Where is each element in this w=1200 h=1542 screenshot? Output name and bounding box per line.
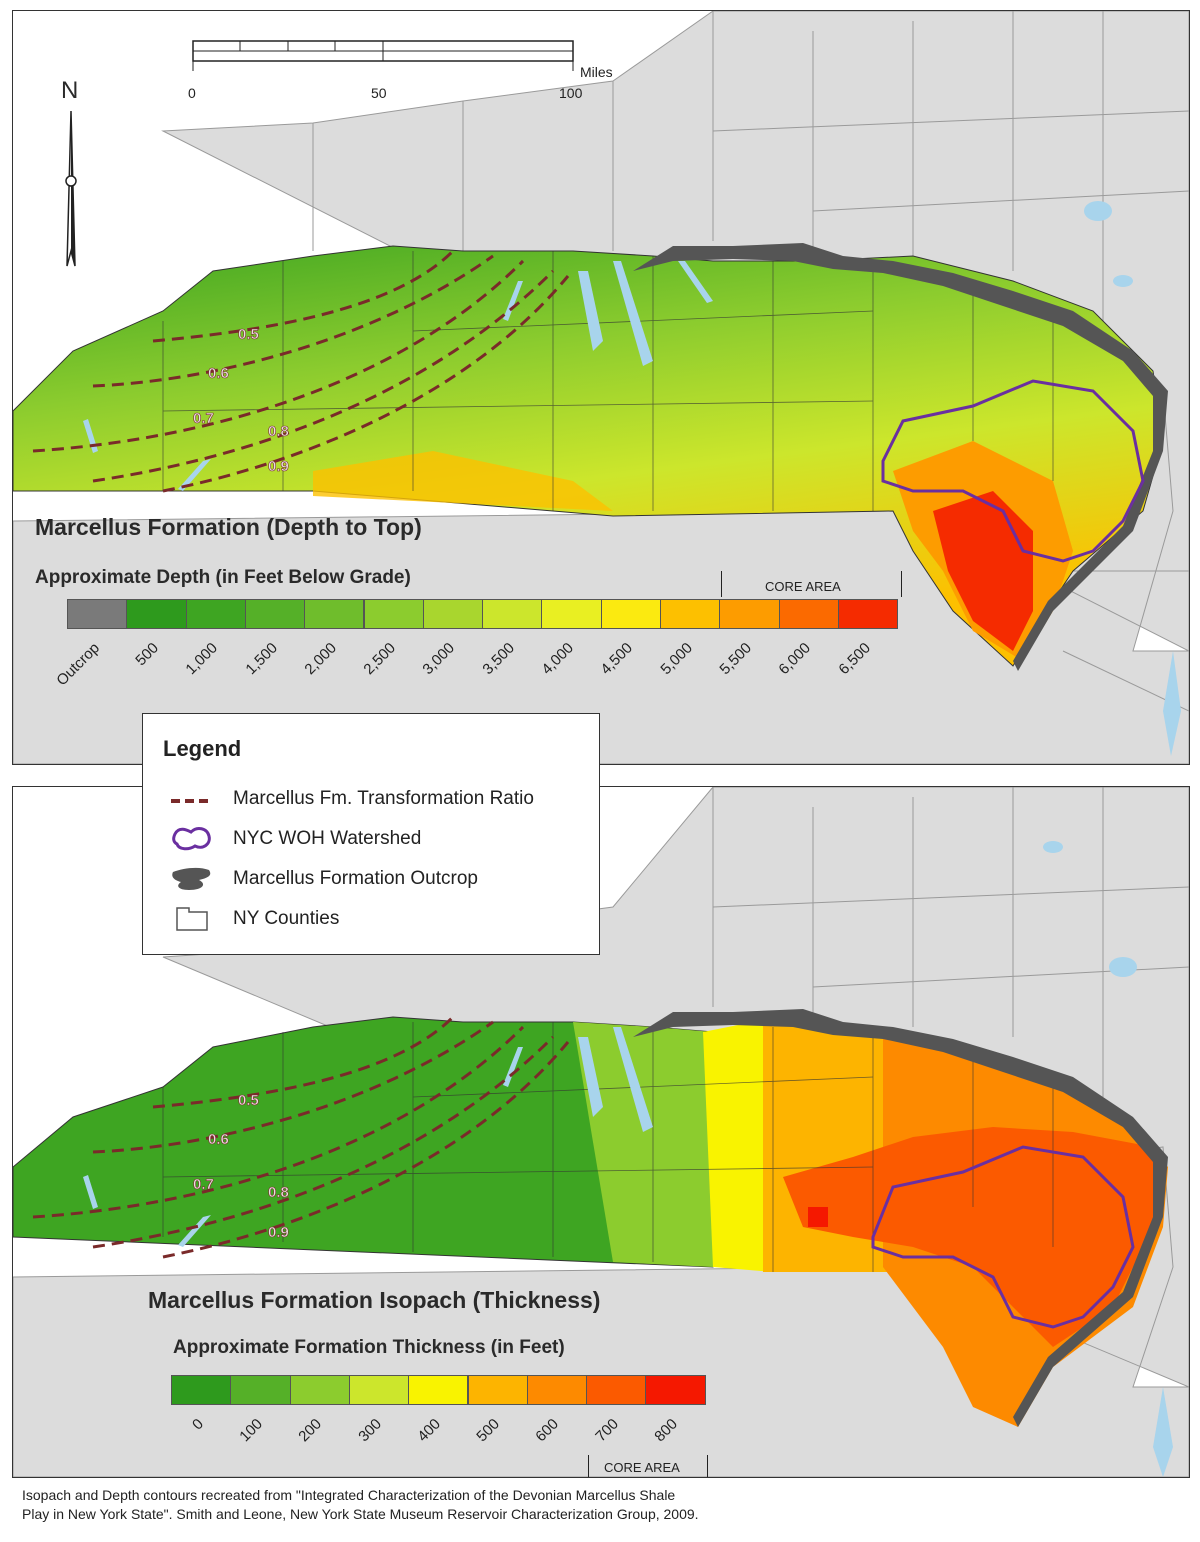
- depth-swatch: [422, 599, 484, 629]
- county-outline-icon: [176, 907, 208, 931]
- ratio-labels: 0.5 0.6 0.7 0.8 0.9: [193, 1092, 289, 1242]
- depth-swatch: [67, 599, 128, 629]
- legend-title: Legend: [163, 736, 242, 761]
- nyc-woh-watershed: [881, 379, 1145, 563]
- source-line-2: Play in New York State". Smith and Leone…: [22, 1506, 699, 1522]
- ratio-label: 0.8: [268, 423, 289, 440]
- legend-item-watershed: NYC WOH Watershed: [233, 828, 422, 849]
- core-area-bracket-right: [901, 571, 902, 597]
- land-area: [13, 11, 1189, 764]
- ratio-label: 0.7: [193, 410, 214, 427]
- isopach-map: 0.5 0.6 0.7 0.8 0.9: [13, 787, 1189, 1477]
- transformation-ratio-lines: [32, 1015, 570, 1259]
- thickness-swatch: [171, 1375, 232, 1405]
- legend-item-outcrop: Marcellus Formation Outcrop: [233, 868, 478, 889]
- source-line-1: Isopach and Depth contours recreated fro…: [22, 1487, 676, 1503]
- core-area-bracket-right: [707, 1455, 708, 1477]
- isopach-map-title: Marcellus Formation Isopach (Thickness): [148, 1287, 601, 1313]
- north-arrow-icon: [65, 110, 77, 267]
- depth-swatch: [541, 599, 602, 629]
- depth-swatch: [600, 599, 661, 629]
- depth-surface: [13, 245, 1164, 667]
- depth-swatch: [363, 599, 424, 629]
- thickness-swatch: [526, 1375, 588, 1405]
- core-area-inner: [933, 491, 1033, 651]
- thickness-band-200: [573, 1022, 713, 1267]
- thickness-swatch: [586, 1375, 647, 1405]
- thickness-swatch: [230, 1375, 291, 1405]
- isopach-map-subtitle: Approximate Formation Thickness (in Feet…: [173, 1337, 565, 1358]
- north-label: N: [61, 77, 79, 104]
- ratio-label: 0.9: [268, 1224, 289, 1241]
- source-note: Isopach and Depth contours recreated fro…: [22, 1486, 1022, 1524]
- lakes-north: [1043, 841, 1173, 1477]
- ratio-label: 0.9: [268, 458, 289, 475]
- depth-swatch: [660, 599, 721, 629]
- ratio-label: 0.6: [208, 1131, 229, 1148]
- ratio-label: 0.5: [238, 326, 259, 343]
- scale-label-100: 100: [559, 85, 583, 101]
- ratio-labels: 0.5 0.6 0.7 0.8 0.9: [193, 326, 289, 476]
- depth-map-subtitle: Approximate Depth (in Feet Below Grade): [35, 567, 411, 588]
- thickness-swatch: [289, 1375, 350, 1405]
- mid-yellow-zone: [313, 451, 613, 511]
- depth-map-panel: 0.5 0.6 0.7 0.8 0.9 0 50 100 Miles N Mar…: [12, 10, 1190, 765]
- thickness-core: [783, 1127, 1153, 1347]
- depth-swatch: [126, 599, 187, 629]
- thickness-swatch: [467, 1375, 528, 1405]
- finger-lakes: [83, 1027, 653, 1247]
- outcrop-shape-icon: [172, 867, 211, 890]
- depth-swatch: [837, 599, 899, 629]
- thickness-core-area-label: CORE AREA: [604, 1460, 680, 1475]
- ratio-label: 0.7: [193, 1176, 214, 1193]
- depth-swatch: [778, 599, 839, 629]
- ratio-label: 0.5: [238, 1092, 259, 1109]
- legend-item-counties: NY Counties: [233, 908, 340, 929]
- ratio-label: 0.6: [208, 365, 229, 382]
- depth-swatch: [482, 599, 543, 629]
- depth-map-title: Marcellus Formation (Depth to Top): [35, 514, 422, 540]
- scale-bar: [192, 40, 574, 71]
- thickness-band-400: [703, 1022, 773, 1272]
- scale-unit: Miles: [580, 64, 613, 80]
- scale-label-0: 0: [188, 85, 196, 101]
- thickness-swatch: [348, 1375, 410, 1405]
- depth-swatch: [304, 599, 365, 629]
- depth-swatch: [244, 599, 306, 629]
- watershed-outline-icon: [172, 827, 211, 851]
- depth-swatch: [185, 599, 246, 629]
- dashed-line-icon: [171, 799, 213, 803]
- thickness-swatch: [645, 1375, 706, 1405]
- lakes-north: [1084, 201, 1181, 756]
- finger-lakes: [83, 261, 713, 491]
- transformation-ratio-lines: [32, 249, 570, 493]
- depth-swatch: [719, 599, 780, 629]
- depth-core-area-label: CORE AREA: [765, 579, 841, 594]
- core-area-bracket-left: [721, 571, 722, 597]
- thickness-max: [808, 1207, 828, 1227]
- legend-item-ratio: Marcellus Fm. Transformation Ratio: [233, 788, 534, 809]
- map-legend: Legend Marcellus Fm. Transformation Rati…: [142, 713, 600, 955]
- scale-label-50: 50: [371, 85, 387, 101]
- ratio-label: 0.8: [268, 1184, 289, 1201]
- core-area-bracket-left: [588, 1455, 589, 1477]
- nyc-woh-watershed: [871, 1145, 1135, 1329]
- thickness-swatch: [408, 1375, 469, 1405]
- depth-map: 0.5 0.6 0.7 0.8 0.9: [13, 11, 1189, 764]
